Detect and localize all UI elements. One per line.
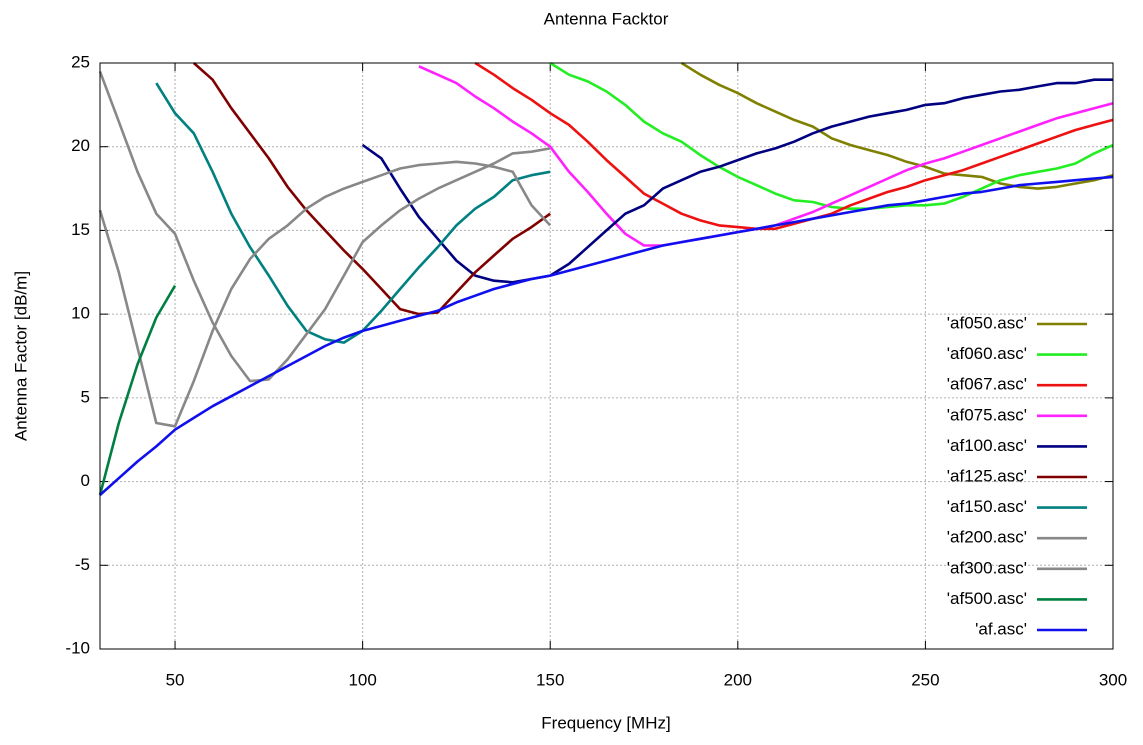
x-tick-label: 100 [348,670,376,689]
legend-label: 'af200.asc' [947,528,1027,547]
legend-label: 'af075.asc' [947,405,1027,424]
x-tick-label: 200 [724,670,752,689]
chart-title: Antenna Facktor [544,9,669,28]
y-tick-label: 5 [81,387,90,406]
x-tick-label: 300 [1099,670,1127,689]
series-line [474,61,1114,231]
y-tick-label: 25 [71,52,90,71]
x-axis-label: Frequency [MHz] [541,713,670,732]
y-tick-label: 15 [71,220,90,239]
series-line [98,285,177,496]
series-line [155,82,551,344]
x-tick-label: 150 [536,670,564,689]
legend-label: 'af300.asc' [947,558,1027,577]
y-tick-label: 20 [71,136,90,155]
legend-label: 'af060.asc' [947,344,1027,363]
series-line [99,175,1114,496]
legend-label: 'af067.asc' [947,375,1027,394]
y-tick-label: -5 [75,555,90,574]
legend-label: 'af050.asc' [947,313,1027,332]
series-line [361,78,1113,284]
series-line [680,61,1114,190]
y-tick-label: 10 [71,304,90,323]
legend-label: 'af500.asc' [947,589,1027,608]
series-line [98,160,552,428]
series-line [549,61,1114,210]
legend-label: 'af125.asc' [947,466,1027,485]
legend-label: 'af.asc' [975,619,1027,638]
plot-border [99,62,1114,650]
x-tick-label: 50 [166,670,185,689]
y-tick-label: -10 [65,638,90,657]
y-axis-label: Antenna Factor [dB/m] [11,271,30,441]
series-line [98,70,551,383]
legend-label: 'af100.asc' [947,436,1027,455]
series-line [192,62,551,316]
legend-label: 'af150.asc' [947,497,1027,516]
x-tick-label: 250 [911,670,939,689]
y-tick-label: 0 [81,471,90,490]
